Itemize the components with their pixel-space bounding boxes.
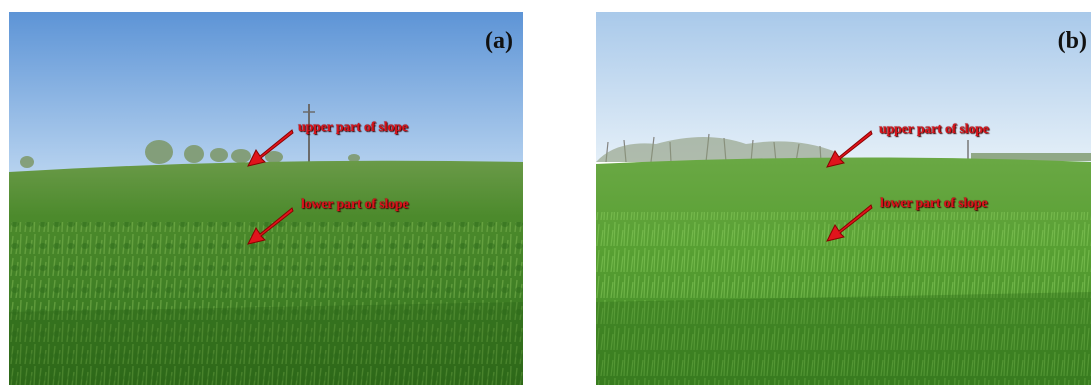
lower-slope-label: lower part of slope (301, 197, 409, 212)
photo-panel-a: (a) upper part of slope lower part of sl… (9, 12, 523, 385)
red-arrow-icon (825, 201, 875, 243)
upper-slope-label: upper part of slope (298, 120, 408, 135)
panel-label-a: (a) (485, 28, 513, 54)
red-arrow-icon (246, 126, 296, 168)
red-arrow-icon (825, 127, 875, 169)
red-arrow-icon (246, 204, 296, 246)
field-photo-a (9, 12, 523, 385)
photo-panel-b: (b) upper part of slope lower part of sl… (596, 12, 1091, 385)
panel-label-b: (b) (1057, 28, 1087, 54)
upper-slope-label: upper part of slope (879, 122, 989, 137)
lower-slope-label: lower part of slope (880, 196, 988, 211)
field-photo-b (596, 12, 1091, 385)
